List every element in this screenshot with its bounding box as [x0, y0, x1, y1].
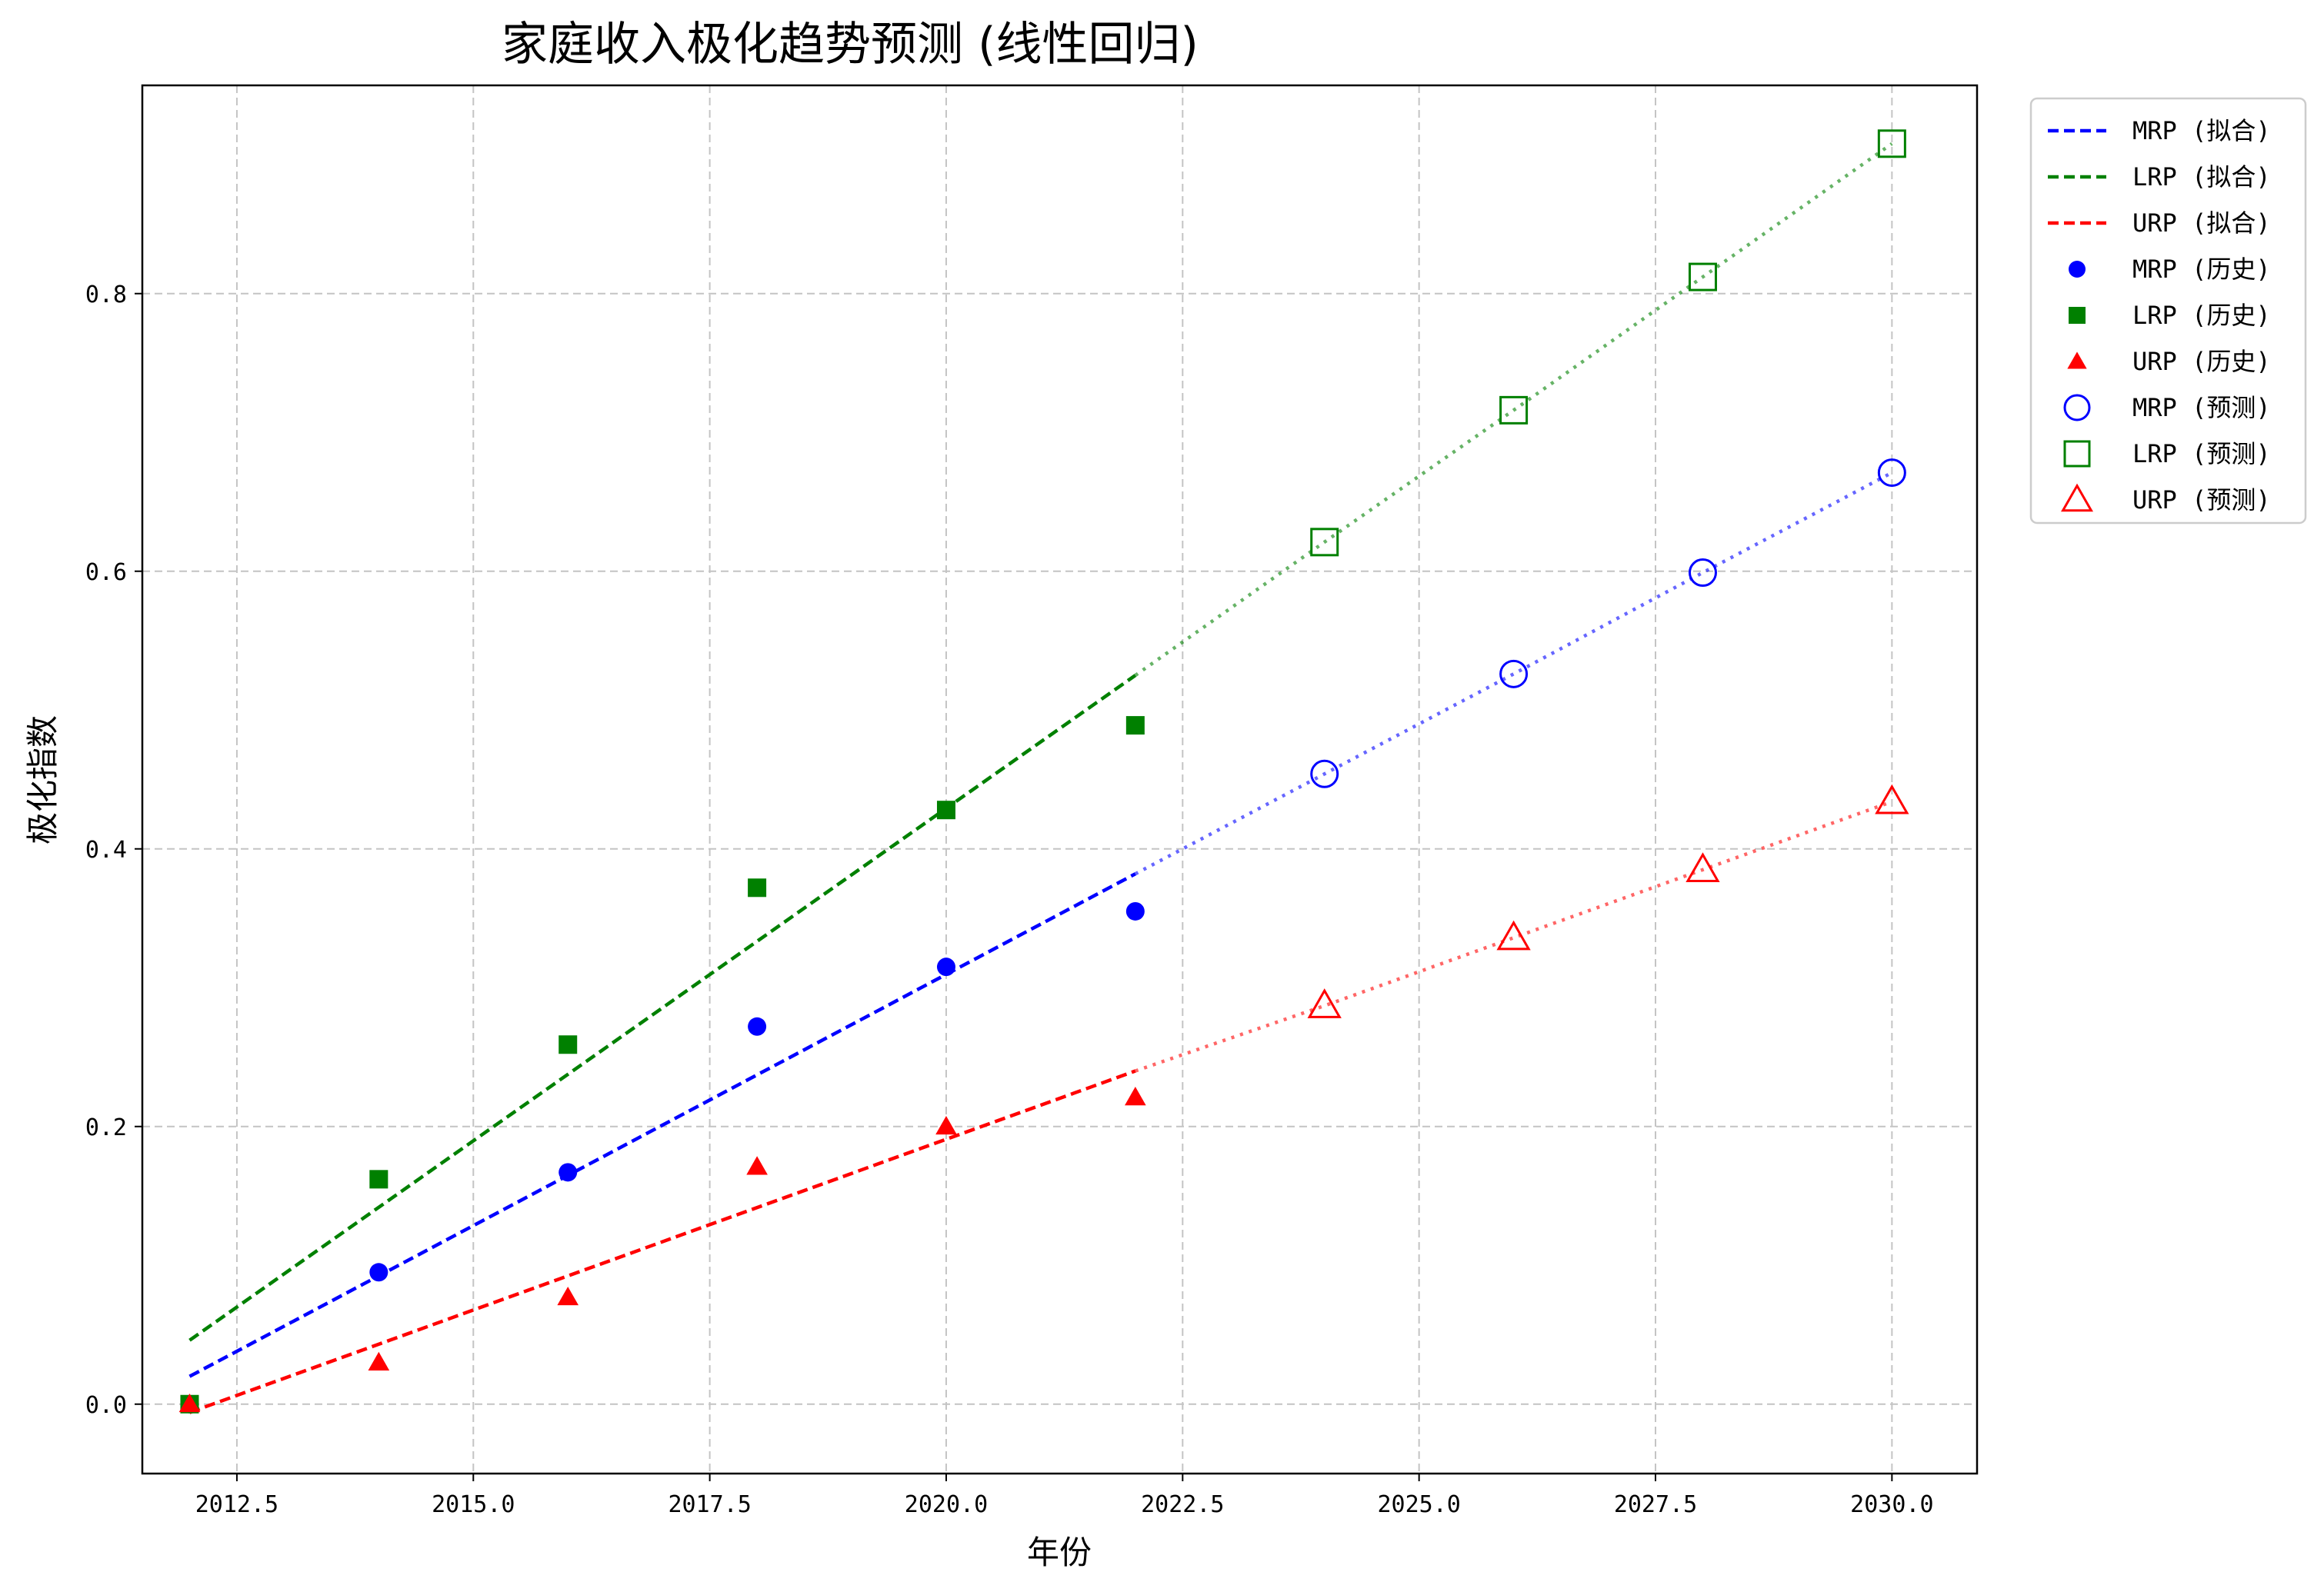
legend-label: MRP (拟合)	[2132, 116, 2271, 145]
y-tick-label: 0.4	[85, 837, 127, 864]
legend-swatch-lrp-forecast	[2063, 440, 2091, 468]
y-tick-label: 0.8	[85, 281, 127, 308]
urp-history-point	[1125, 1087, 1146, 1106]
urp-forecast-point	[1307, 988, 1342, 1018]
lrp-forecast-point	[1499, 395, 1529, 425]
lrp-history-point	[936, 801, 955, 820]
urp-forecast-point	[1685, 852, 1720, 882]
data-markers	[178, 129, 1909, 1414]
urp-history-point	[368, 1351, 390, 1371]
urp-history-point	[746, 1156, 768, 1175]
legend-label: URP (历史)	[2132, 347, 2271, 376]
urp-history-point	[178, 1393, 201, 1413]
x-tick-label: 2015.0	[432, 1491, 515, 1518]
legend-swatch-mrp-history	[2069, 261, 2086, 278]
urp-history-point	[935, 1115, 957, 1135]
urp-forecast-point	[1496, 920, 1531, 951]
lrp-forecast-point	[1310, 528, 1339, 557]
x-tick-label: 2022.5	[1141, 1491, 1224, 1518]
mrp-forecast-line	[1134, 471, 1893, 876]
y-tick-label: 0.2	[85, 1114, 127, 1141]
axis-ticks: 2012.5 2015.0 2017.5 2020.0 2022.5 2025.0 2027…	[85, 281, 1934, 1518]
mrp-fit-line	[188, 872, 1136, 1378]
x-tick-label: 2030.0	[1850, 1491, 1933, 1518]
mrp-history-point	[748, 1017, 767, 1036]
grid	[142, 85, 1977, 1474]
legend-swatch-urp-history	[2067, 351, 2087, 369]
legend-label: MRP (历史)	[2132, 255, 2271, 284]
legend-label: URP (预测)	[2132, 485, 2271, 515]
mrp-history-point	[369, 1263, 388, 1282]
mrp-forecast-point	[1688, 558, 1717, 588]
mrp-forecast-point	[1310, 759, 1339, 788]
lrp-forecast-point	[1688, 262, 1717, 291]
lrp-history-point	[1125, 716, 1145, 735]
legend-swatch-mrp-forecast	[2063, 394, 2091, 421]
mrp-forecast-point	[1499, 659, 1529, 688]
y-axis-title: 极化指数	[24, 715, 62, 844]
mrp-history-point	[1125, 901, 1145, 921]
legend-items: MRP (拟合) LRP (拟合) URP (拟合) MRP (历史) LRP (历史)…	[2048, 116, 2271, 515]
lrp-fit-line	[188, 674, 1137, 1342]
lrp-forecast-point	[1877, 129, 1906, 158]
legend: MRP (拟合) LRP (拟合) URP (拟合) MRP (历史) LRP (历史)…	[2029, 97, 2307, 525]
mrp-forecast-point	[1877, 458, 1906, 488]
lrp-history-point	[369, 1170, 388, 1189]
x-tick-label: 2027.5	[1614, 1491, 1697, 1518]
x-axis-title: 年份	[1027, 1534, 1092, 1571]
chart-title: 家庭收入极化趋势预测 (线性回归)	[502, 18, 1199, 72]
legend-label: LRP (历史)	[2132, 301, 2271, 330]
y-tick-label: 0.0	[85, 1392, 127, 1419]
urp-forecast-point	[1875, 784, 1909, 814]
lrp-history-point	[748, 878, 767, 898]
legend-swatch-urp-forecast	[2061, 483, 2093, 512]
y-tick-label: 0.6	[85, 559, 127, 586]
lrp-forecast-line	[1134, 142, 1893, 677]
legend-label: LRP (拟合)	[2132, 162, 2271, 192]
x-tick-label: 2020.0	[905, 1491, 988, 1518]
mrp-history-point	[936, 958, 955, 977]
plot-area-frame	[141, 84, 1979, 1475]
legend-label: LRP (预测)	[2132, 439, 2271, 468]
urp-history-point	[557, 1286, 579, 1306]
forecast-lines	[1134, 142, 1893, 1073]
legend-box	[2029, 97, 2307, 525]
fit-lines	[188, 674, 1137, 1414]
legend-label: URP (拟合)	[2132, 208, 2271, 238]
legend-swatch-lrp-history	[2069, 307, 2086, 324]
urp-fit-line	[188, 1069, 1136, 1414]
lrp-history-point	[558, 1035, 578, 1054]
legend-label: MRP (预测)	[2132, 393, 2271, 422]
mrp-history-point	[558, 1163, 578, 1182]
x-tick-label: 2017.5	[668, 1491, 751, 1518]
x-tick-label: 2025.0	[1377, 1491, 1460, 1518]
x-tick-label: 2012.5	[195, 1491, 278, 1518]
